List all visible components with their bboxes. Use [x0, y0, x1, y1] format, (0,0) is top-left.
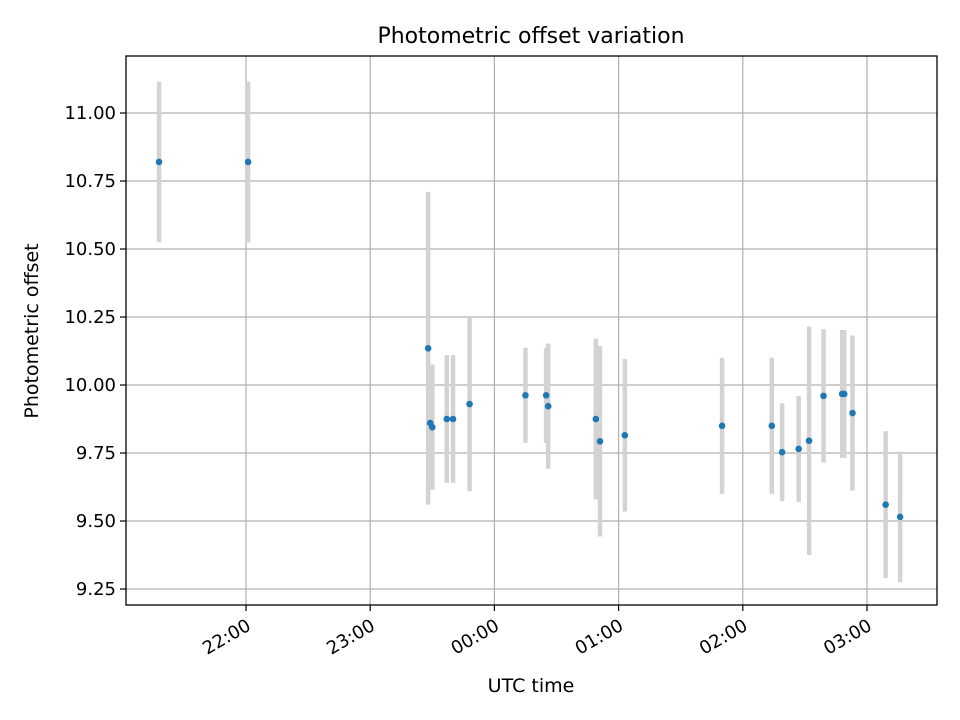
data-point	[424, 344, 432, 352]
x-tick-label: 00:00	[447, 615, 502, 659]
data-point	[882, 501, 889, 508]
data-point	[840, 390, 848, 398]
data-point	[805, 437, 813, 445]
data-point	[621, 432, 629, 439]
data-point	[592, 415, 600, 423]
data-point	[795, 445, 802, 453]
x-axis: 22:00 23:00 00:00 01:00 02:00 03:00	[199, 605, 876, 659]
data-point	[849, 409, 856, 417]
y-tick-label: 9.75	[76, 443, 116, 464]
data-point	[718, 422, 726, 430]
data-point	[778, 448, 786, 456]
data-points	[155, 158, 904, 521]
plot-frame	[125, 55, 938, 606]
y-tick-label: 10.50	[64, 239, 116, 260]
data-point	[820, 392, 827, 400]
data-point	[244, 158, 252, 166]
y-axis-label: Photometric offset	[21, 243, 43, 418]
y-tick-label: 10.75	[64, 171, 116, 192]
data-point	[542, 392, 550, 399]
x-tick-label: 03:00	[820, 615, 875, 659]
error-bars	[156, 81, 903, 583]
y-tick-label: 11.00	[64, 103, 116, 124]
data-point	[443, 415, 451, 423]
x-tick-label: 22:00	[199, 615, 254, 659]
data-point	[544, 402, 552, 410]
data-point	[522, 392, 529, 399]
y-tick-label: 9.50	[76, 511, 116, 532]
chart-title: Photometric offset variation	[377, 24, 684, 49]
y-axis: 9.25 9.50 9.75 10.00 10.25 10.50 10.75 11.00	[64, 103, 126, 600]
grid-lines	[126, 56, 937, 605]
data-point	[466, 400, 473, 408]
x-tick-label: 01:00	[572, 615, 627, 659]
data-point	[429, 423, 436, 431]
data-point	[596, 438, 604, 445]
x-axis-label: UTC time	[488, 675, 575, 697]
x-tick-label: 02:00	[696, 615, 751, 659]
data-point	[449, 415, 457, 423]
y-tick-label: 10.00	[64, 375, 116, 396]
y-tick-label: 10.25	[64, 307, 116, 328]
data-point	[768, 422, 776, 430]
data-point	[896, 513, 904, 521]
y-tick-label: 9.25	[76, 579, 116, 600]
x-tick-label: 23:00	[323, 615, 378, 659]
data-point	[155, 158, 163, 166]
